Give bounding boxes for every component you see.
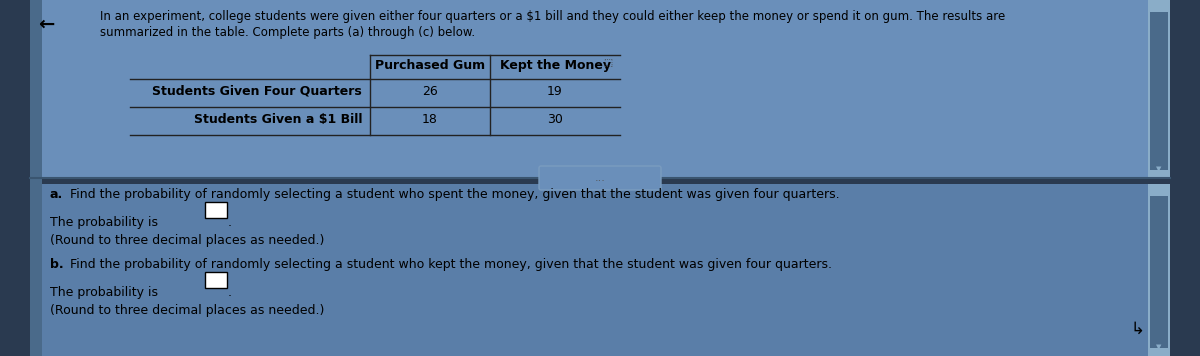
Text: Students Given a $1 Bill: Students Given a $1 Bill (193, 113, 362, 126)
Text: (Round to three decimal places as needed.): (Round to three decimal places as needed… (50, 304, 324, 317)
Text: In an experiment, college students were given either four quarters or a $1 bill : In an experiment, college students were … (100, 10, 1006, 23)
Text: Kept the Money: Kept the Money (499, 59, 611, 72)
Text: The probability is: The probability is (50, 216, 158, 229)
Text: Students Given Four Quarters: Students Given Four Quarters (152, 85, 362, 98)
Text: The probability is: The probability is (50, 286, 158, 299)
Text: ↳: ↳ (1130, 320, 1144, 338)
Text: summarized in the table. Complete parts (a) through (c) below.: summarized in the table. Complete parts … (100, 26, 475, 39)
Text: 26: 26 (422, 85, 438, 98)
Text: ▲: ▲ (1157, 6, 1162, 12)
Text: ...: ... (594, 173, 606, 183)
Bar (30, 184, 1170, 356)
FancyBboxPatch shape (539, 166, 661, 190)
Text: ←: ← (38, 15, 54, 34)
Text: 19: 19 (547, 85, 563, 98)
Bar (30, 0, 42, 356)
Text: ▼: ▼ (1157, 344, 1162, 350)
Bar (1148, 0, 1170, 178)
Bar (30, 0, 1170, 178)
Bar (205, 272, 227, 288)
Bar (205, 202, 227, 218)
Text: Purchased Gum: Purchased Gum (374, 59, 485, 72)
Text: ▼: ▼ (1157, 166, 1162, 172)
Text: Find the probability of randomly selecting a student who kept the money, given t: Find the probability of randomly selecti… (70, 258, 832, 271)
Text: Find the probability of randomly selecting a student who spent the money, given : Find the probability of randomly selecti… (70, 188, 840, 201)
Text: 18: 18 (422, 113, 438, 126)
Text: .: . (228, 286, 232, 299)
Text: (Round to three decimal places as needed.): (Round to three decimal places as needed… (50, 234, 324, 247)
Bar (1148, 184, 1170, 356)
Text: a.: a. (50, 188, 64, 201)
Text: b.: b. (50, 258, 64, 271)
Bar (1150, 196, 1168, 348)
Bar (1150, 12, 1168, 170)
Text: .: . (228, 216, 232, 229)
Text: ▲: ▲ (1157, 190, 1162, 196)
Text: 30: 30 (547, 113, 563, 126)
Text: ⬚: ⬚ (602, 58, 612, 68)
